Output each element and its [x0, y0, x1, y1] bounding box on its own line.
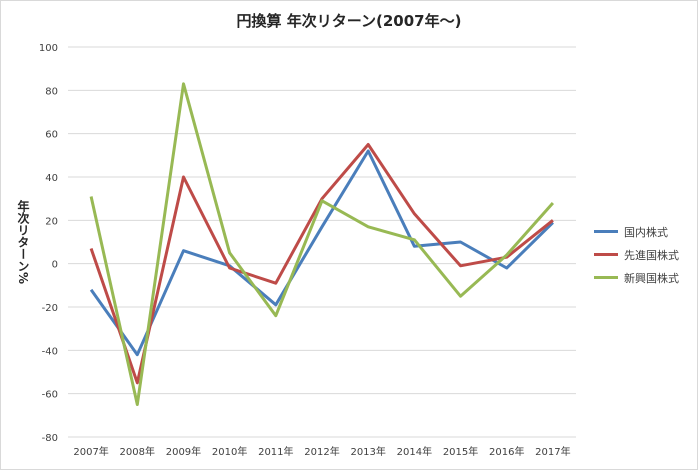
y-tick-label: 60: [45, 130, 58, 141]
series-line: [89, 82, 555, 406]
legend-item: 国内株式: [594, 220, 679, 243]
y-tick-label: -80: [42, 433, 58, 444]
y-tick-label: 80: [45, 86, 58, 97]
x-tick-label: 2012年: [304, 445, 339, 458]
x-tick-label: 2014年: [397, 445, 432, 458]
x-tick-label: 2013年: [350, 445, 385, 458]
x-tick-label: 2017年: [535, 445, 570, 458]
legend-swatch: [594, 276, 618, 279]
y-tick-label: -20: [42, 303, 58, 314]
x-tick-label: 2007年: [73, 445, 108, 458]
y-tick-label: 100: [39, 43, 58, 54]
chart-title: 円換算 年次リターン(2007年～): [236, 12, 462, 30]
series-line: [89, 149, 554, 357]
x-tick-label: 2011年: [258, 445, 293, 458]
x-tick-label: 2016年: [489, 445, 524, 458]
y-tick-label: 20: [45, 216, 58, 227]
y-tick-label: -40: [42, 346, 58, 357]
legend-label: 新興国株式: [624, 271, 679, 285]
x-tick-labels: 2007年 2008年 2009年 2010年 2011年 2012年 2013年 2014年…: [73, 445, 570, 458]
x-tick-label: 2010年: [212, 445, 247, 458]
series-line: [89, 143, 554, 385]
y-axis-label: 年次リターン%: [16, 200, 30, 285]
legend-label: 国内株式: [624, 225, 668, 239]
legend-item: 新興国株式: [594, 266, 679, 289]
x-tick-label: 2015年: [443, 445, 478, 458]
x-tick-label: 2008年: [120, 445, 155, 458]
legend: 国内株式先進国株式新興国株式: [594, 220, 679, 289]
legend-swatch: [594, 253, 618, 256]
y-tick-label: -60: [42, 390, 58, 401]
legend-label: 先進国株式: [624, 248, 679, 262]
legend-item: 先進国株式: [594, 243, 679, 266]
gridlines: [68, 46, 576, 438]
legend-swatch: [594, 230, 618, 233]
y-tick-label: 40: [45, 173, 58, 184]
series-lines: [89, 82, 555, 406]
y-tick-labels: 100 80 60 40 20 0 -20 -40 -60 -80: [39, 43, 58, 444]
y-tick-label: 0: [52, 260, 58, 271]
x-tick-label: 2009年: [166, 445, 201, 458]
